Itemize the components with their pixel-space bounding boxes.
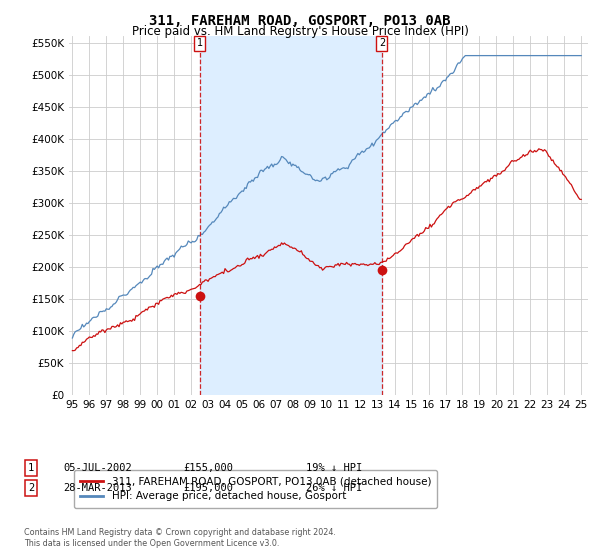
Text: 19% ↓ HPI: 19% ↓ HPI bbox=[306, 463, 362, 473]
Text: £195,000: £195,000 bbox=[183, 483, 233, 493]
Text: 05-JUL-2002: 05-JUL-2002 bbox=[63, 463, 132, 473]
Text: 1: 1 bbox=[28, 463, 34, 473]
Text: 28-MAR-2013: 28-MAR-2013 bbox=[63, 483, 132, 493]
Bar bbox=[200, 36, 382, 395]
Text: £155,000: £155,000 bbox=[183, 463, 233, 473]
Legend: 311, FAREHAM ROAD, GOSPORT, PO13 0AB (detached house), HPI: Average price, detac: 311, FAREHAM ROAD, GOSPORT, PO13 0AB (de… bbox=[74, 470, 437, 507]
Text: 2: 2 bbox=[28, 483, 34, 493]
Text: 311, FAREHAM ROAD, GOSPORT, PO13 0AB: 311, FAREHAM ROAD, GOSPORT, PO13 0AB bbox=[149, 14, 451, 28]
Text: Price paid vs. HM Land Registry's House Price Index (HPI): Price paid vs. HM Land Registry's House … bbox=[131, 25, 469, 38]
Text: 1: 1 bbox=[197, 38, 203, 48]
Text: 26% ↓ HPI: 26% ↓ HPI bbox=[306, 483, 362, 493]
Text: 2: 2 bbox=[379, 38, 385, 48]
Text: Contains HM Land Registry data © Crown copyright and database right 2024.
This d: Contains HM Land Registry data © Crown c… bbox=[24, 528, 336, 548]
